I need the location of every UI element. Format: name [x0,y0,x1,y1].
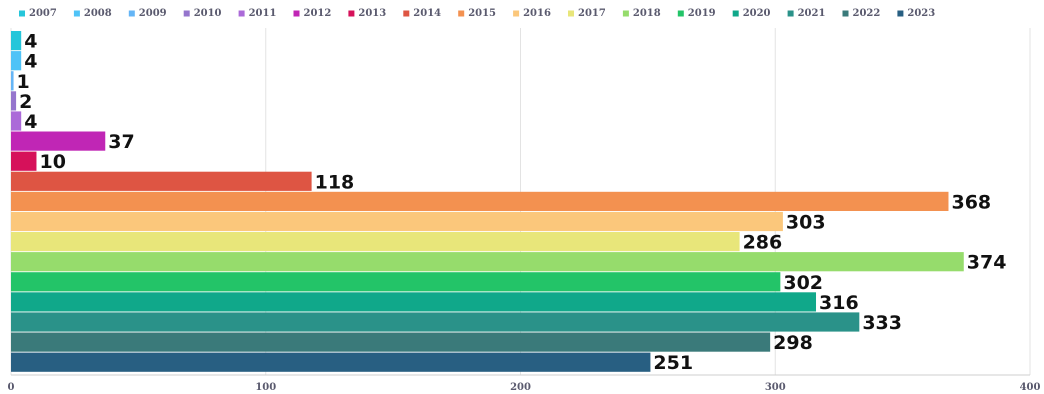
x-tick-label: 300 [765,382,786,393]
bar-2011 [11,111,22,131]
bar-2021 [11,312,860,332]
legend-label-2008: 2008 [84,8,112,19]
legend-swatch-2013 [348,10,355,17]
bar-2015 [11,191,949,211]
value-label-2010: 2 [19,91,32,113]
value-label-2022: 298 [773,332,813,354]
bar-2009 [11,71,14,91]
value-label-2009: 1 [17,71,30,93]
bar-2019 [11,272,781,292]
bars [11,31,964,372]
x-tick-label: 200 [510,382,531,393]
legend-label-2010: 2010 [194,8,222,19]
legend-label-2013: 2013 [358,8,386,19]
bar-2023 [11,352,651,372]
bar-2013 [11,151,37,171]
value-label-2023: 251 [653,352,693,374]
legend-swatch-2018 [622,10,629,17]
legend-swatch-2019 [677,10,684,17]
legend-swatch-2014 [403,10,410,17]
legend-swatch-2022 [842,10,849,17]
value-label-2008: 4 [24,51,37,73]
bar-2016 [11,211,783,232]
value-label-2016: 303 [786,212,826,234]
legend-swatch-2023 [897,10,904,17]
value-label-2019: 302 [783,272,823,294]
value-label-2018: 374 [967,252,1007,274]
legend-label-2009: 2009 [139,8,167,19]
value-label-2021: 333 [862,312,902,334]
bar-2014 [11,171,312,191]
x-tick-label: 100 [255,382,276,393]
value-label-2013: 10 [39,151,65,173]
bar-2010 [11,91,17,111]
value-label-2015: 368 [951,191,991,213]
bar-2020 [11,292,817,312]
legend-swatch-2015 [458,10,465,17]
bar-2018 [11,252,964,272]
legend-swatch-2011 [238,10,245,17]
bar-2007 [11,31,22,51]
legend-label-2023: 2023 [907,8,935,19]
legend-swatch-2021 [787,10,794,17]
legend-label-2021: 2021 [798,8,826,19]
bar-2017 [11,232,740,252]
legend-label-2007: 2007 [29,8,57,19]
value-label-2014: 118 [315,171,355,193]
value-label-2011: 4 [24,111,37,133]
x-tick-label: 400 [1020,382,1041,393]
legend-label-2014: 2014 [413,8,441,19]
x-axis: 0 100 200 300 400 [8,374,1041,393]
bar-2022 [11,332,771,352]
legend-label-2016: 2016 [523,8,551,19]
legend-swatch-2012 [293,10,300,17]
legend: 2007 2008 2009 2010 2011 2012 2013 2014 2015 2016… [19,8,935,19]
x-tick-label: 0 [8,382,15,393]
bar-2008 [11,51,22,71]
legend-label-2020: 2020 [743,8,771,19]
legend-label-2011: 2011 [249,8,277,19]
legend-swatch-2017 [568,10,574,17]
legend-label-2017: 2017 [578,8,606,19]
value-label-2020: 316 [819,292,859,314]
legend-swatch-2016 [513,10,520,17]
value-label-2012: 37 [108,131,134,153]
legend-swatch-2009 [128,10,135,17]
legend-swatch-2010 [183,10,190,17]
legend-swatch-2007 [19,10,25,17]
legend-label-2012: 2012 [304,8,332,19]
value-label-2007: 4 [24,31,37,53]
legend-swatch-2008 [73,10,80,17]
legend-label-2019: 2019 [688,8,716,19]
legend-label-2015: 2015 [468,8,496,19]
legend-swatch-2020 [732,10,739,17]
value-label-2017: 286 [743,232,783,254]
bar-2012 [11,131,106,151]
legend-label-2018: 2018 [633,8,661,19]
legend-label-2022: 2022 [853,8,881,19]
